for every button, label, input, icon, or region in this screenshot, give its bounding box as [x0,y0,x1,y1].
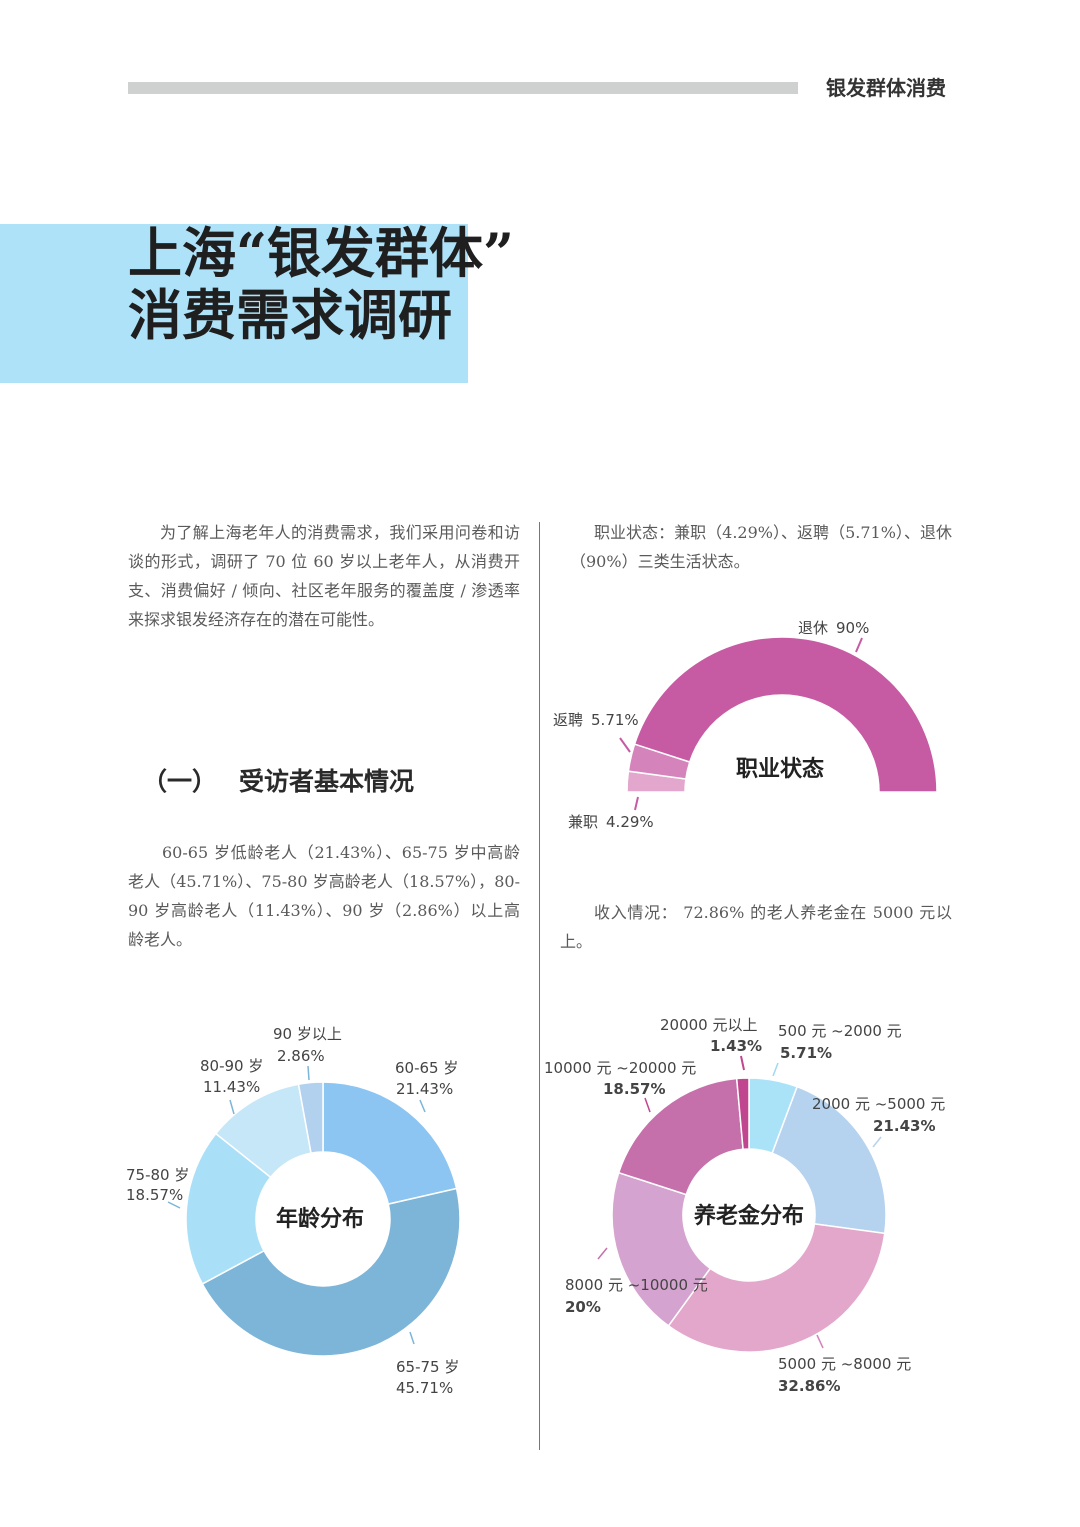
section-number: （一） [142,767,218,796]
section-title: 受访者基本情况 [239,767,415,796]
label-pension-20000-plus: 20000 元以上 [660,1016,758,1034]
leader-pension-20000-plus [740,1055,745,1071]
label-age-90-plus: 90 岁以上 [273,1025,342,1043]
label-pension-5000-8000: 5000 元 ~8000 元 [778,1355,911,1373]
job-status-chart-title: 职业状态 [736,756,824,782]
page-title-line1: 上海“银发群体” [128,221,515,285]
label-parttime: 兼职 4.29% [568,813,654,831]
leader-retired [855,637,863,653]
leader-age-75-80 [167,1201,181,1209]
job-status-slice-2 [633,636,938,793]
leader-pension-10000-20000 [644,1097,651,1113]
section-heading: （一） 受访者基本情况 [142,762,414,798]
leader-age-90-plus [307,1065,310,1081]
page-title-line2: 消费需求调研 [128,283,452,347]
value-age-75-80: 18.57% [126,1186,183,1204]
title-background [0,224,468,383]
header-bar [128,82,798,94]
leader-pension-5000-8000 [816,1334,824,1349]
income-paragraph: 收入情况： 72.86% 的老人养老金在 5000 元以上。 [560,903,952,951]
age-chart-title: 年龄分布 [276,1206,364,1232]
leader-age-80-90 [229,1099,235,1115]
label-age-75-80: 75-80 岁 [126,1166,189,1184]
label-pension-500-2000: 500 元 ~2000 元 [778,1022,902,1040]
leader-pension-2000-5000 [872,1136,882,1148]
value-age-65-75: 45.71% [396,1379,453,1397]
value-pension-500-2000: 5.71% [780,1044,832,1062]
pension-slice-5 [735,1077,750,1151]
value-pension-2000-5000: 21.43% [873,1117,935,1135]
leader-parttime [634,796,639,811]
label-pension-2000-5000: 2000 元 ~5000 元 [812,1095,945,1113]
label-age-60-65: 60-65 岁 [395,1059,458,1077]
leader-pension-8000-10000 [597,1247,608,1260]
job-status-paragraph: 职业状态：兼职（4.29%）、返聘（5.71%）、退休（90%）三类生活状态。 [570,523,952,571]
label-age-65-75: 65-75 岁 [396,1358,459,1376]
value-age-80-90: 11.43% [203,1078,260,1096]
value-pension-20000-plus: 1.43% [710,1037,762,1055]
label-pension-10000-20000: 10000 元 ~20000 元 [544,1059,696,1077]
leader-age-65-75 [409,1331,415,1345]
age-slice-4 [297,1081,324,1154]
leader-age-60-65 [419,1099,426,1113]
age-slice-0 [322,1081,458,1205]
age-slice-1 [201,1187,461,1357]
age-slice-2 [185,1132,272,1285]
intro-paragraph: 为了解上海老年人的消费需求，我们采用问卷和访谈的形式，调研了 70 位 60 岁… [128,523,520,629]
leader-rehired [619,737,631,753]
pension-slice-2 [667,1223,886,1353]
pension-chart: 养老金分布 500 元 ~2000 元 5.71% 2000 元 ~5000 元… [544,1016,945,1395]
label-retired: 退休 90% [798,619,869,637]
pension-chart-title: 养老金分布 [693,1203,804,1229]
age-paragraph: 60-65 岁低龄老人（21.43%）、65-75 岁中高龄老人（45.71%）… [128,843,520,949]
pension-slice-3 [611,1171,712,1327]
label-age-80-90: 80-90 岁 [200,1057,263,1075]
label-pension-8000-10000: 8000 元 ~10000 元 [565,1276,708,1294]
label-rehired: 返聘 5.71% [553,711,639,729]
value-age-90-plus: 2.86% [277,1047,325,1065]
age-chart: 年龄分布 60-65 岁 21.43% 65-75 岁 45.71% 75-80… [126,1025,461,1397]
job-status-chart: 职业状态 退休 90% 返聘 5.71% 兼职 4.29% [553,619,938,831]
section-header: 银发群体消费 [826,76,946,100]
pension-slice-1 [771,1085,887,1235]
value-age-60-65: 21.43% [396,1080,453,1098]
value-pension-8000-10000: 20% [565,1298,601,1316]
leader-pension-500-2000 [772,1062,779,1077]
column-divider [539,522,540,1450]
pension-slice-4 [617,1077,744,1196]
value-pension-5000-8000: 32.86% [778,1377,840,1395]
value-pension-10000-20000: 18.57% [603,1080,665,1098]
